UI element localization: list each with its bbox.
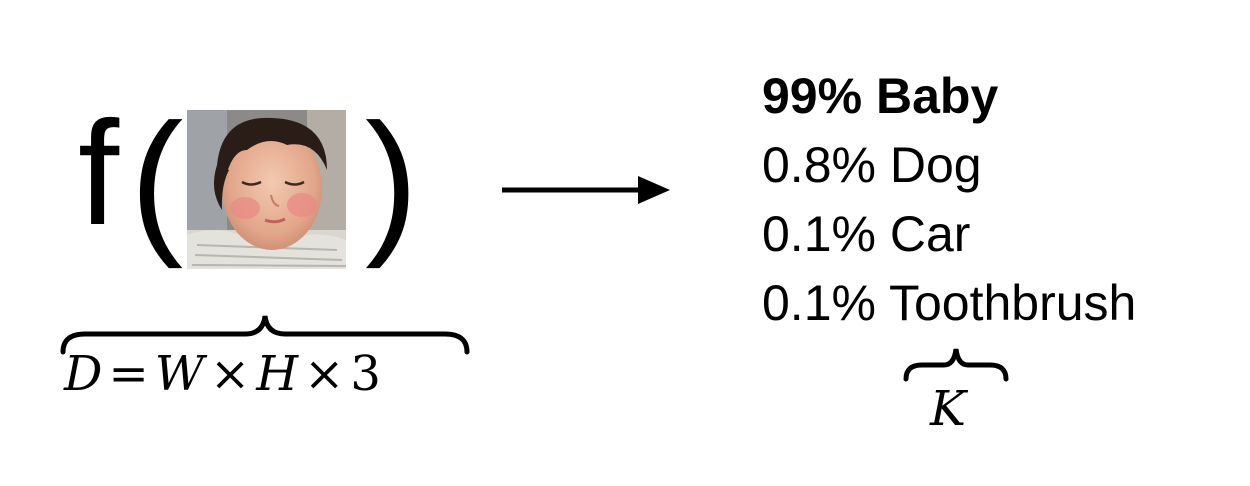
dimension-h: H [256, 346, 299, 402]
prediction-label: Car [889, 206, 971, 262]
prediction-percent: 0.1% [762, 275, 876, 331]
output-count-brace [903, 348, 1009, 382]
input-image-baby [187, 110, 346, 269]
prediction-percent: 99% [762, 68, 863, 124]
input-dimension-formula: D = W × H × 3 [64, 350, 381, 398]
output-count-formula: K [930, 381, 966, 437]
output-predictions: 99% Baby 0.8% Dog 0.1% Car 0.1% Toothbru… [762, 62, 1136, 338]
prediction-percent: 0.1% [762, 206, 876, 262]
prediction-row: 0.8% Dog [762, 131, 1136, 200]
prediction-label: Baby [875, 68, 999, 124]
open-parenthesis: ( [130, 90, 184, 269]
input-dimension-brace [60, 315, 470, 355]
prediction-label: Dog [889, 137, 982, 193]
prediction-label: Toothbrush [888, 275, 1137, 331]
prediction-row: 0.1% Toothbrush [762, 269, 1136, 338]
close-parenthesis: ) [365, 90, 419, 269]
prediction-row: 0.1% Car [762, 200, 1136, 269]
equals-sign: = [108, 346, 149, 402]
dimension-d: D [64, 346, 103, 402]
times-sign: × [210, 346, 251, 402]
times-sign: × [304, 346, 345, 402]
dimension-channels: 3 [350, 346, 381, 402]
right-arrow-icon [502, 176, 670, 204]
prediction-row: 99% Baby [762, 62, 1136, 131]
function-symbol: f [78, 91, 119, 256]
sleeping-baby-photo-icon [187, 110, 346, 269]
dimension-w: W [154, 346, 205, 402]
prediction-percent: 0.8% [762, 137, 876, 193]
